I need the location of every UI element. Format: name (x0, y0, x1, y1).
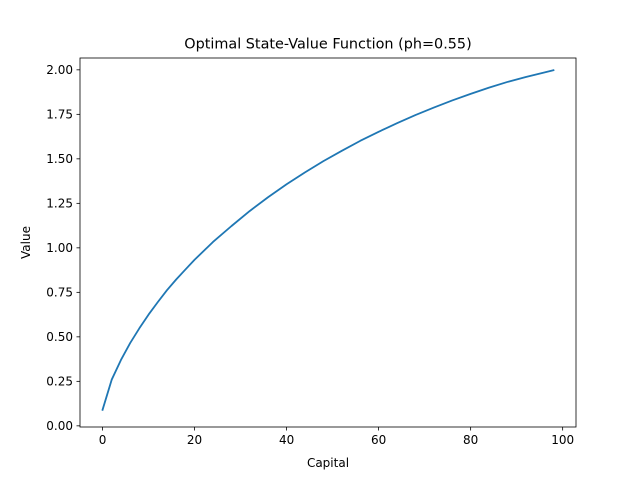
y-tick-label: 1.00 (46, 241, 73, 255)
x-tick-label: 60 (371, 433, 386, 447)
x-tick-label: 80 (463, 433, 478, 447)
y-tick-label: 0.00 (46, 419, 73, 433)
y-tick-label: 1.25 (46, 197, 73, 211)
x-axis-ticks: 0 20 40 60 80 100 (99, 427, 574, 447)
plot-frame (79, 57, 577, 428)
y-tick-label: 0.75 (46, 286, 73, 300)
y-axis-ticks: 0.00 0.25 0.50 0.75 1.00 1.25 1.50 1.75 2.00 (46, 63, 80, 433)
y-tick-label: 1.75 (46, 108, 73, 122)
y-axis-label: Value (19, 226, 33, 259)
series-line-0 (101, 69, 555, 411)
y-tick-label: 0.25 (46, 375, 73, 389)
x-tick-label: 100 (551, 433, 574, 447)
x-tick-label: 20 (187, 433, 202, 447)
x-axis-label: Capital (307, 456, 349, 470)
chart-title: Optimal State-Value Function (ph=0.55) (184, 37, 471, 53)
y-tick-label: 0.50 (46, 330, 73, 344)
series-group (101, 69, 555, 411)
x-tick-label: 0 (99, 433, 107, 447)
x-tick-label: 40 (279, 433, 294, 447)
plot-content: 0 20 40 60 80 100 0.00 0.25 0.50 0.75 1.00 1.25 1.5… (46, 63, 574, 447)
y-tick-label: 1.50 (46, 152, 73, 166)
y-tick-label: 2.00 (46, 63, 73, 77)
